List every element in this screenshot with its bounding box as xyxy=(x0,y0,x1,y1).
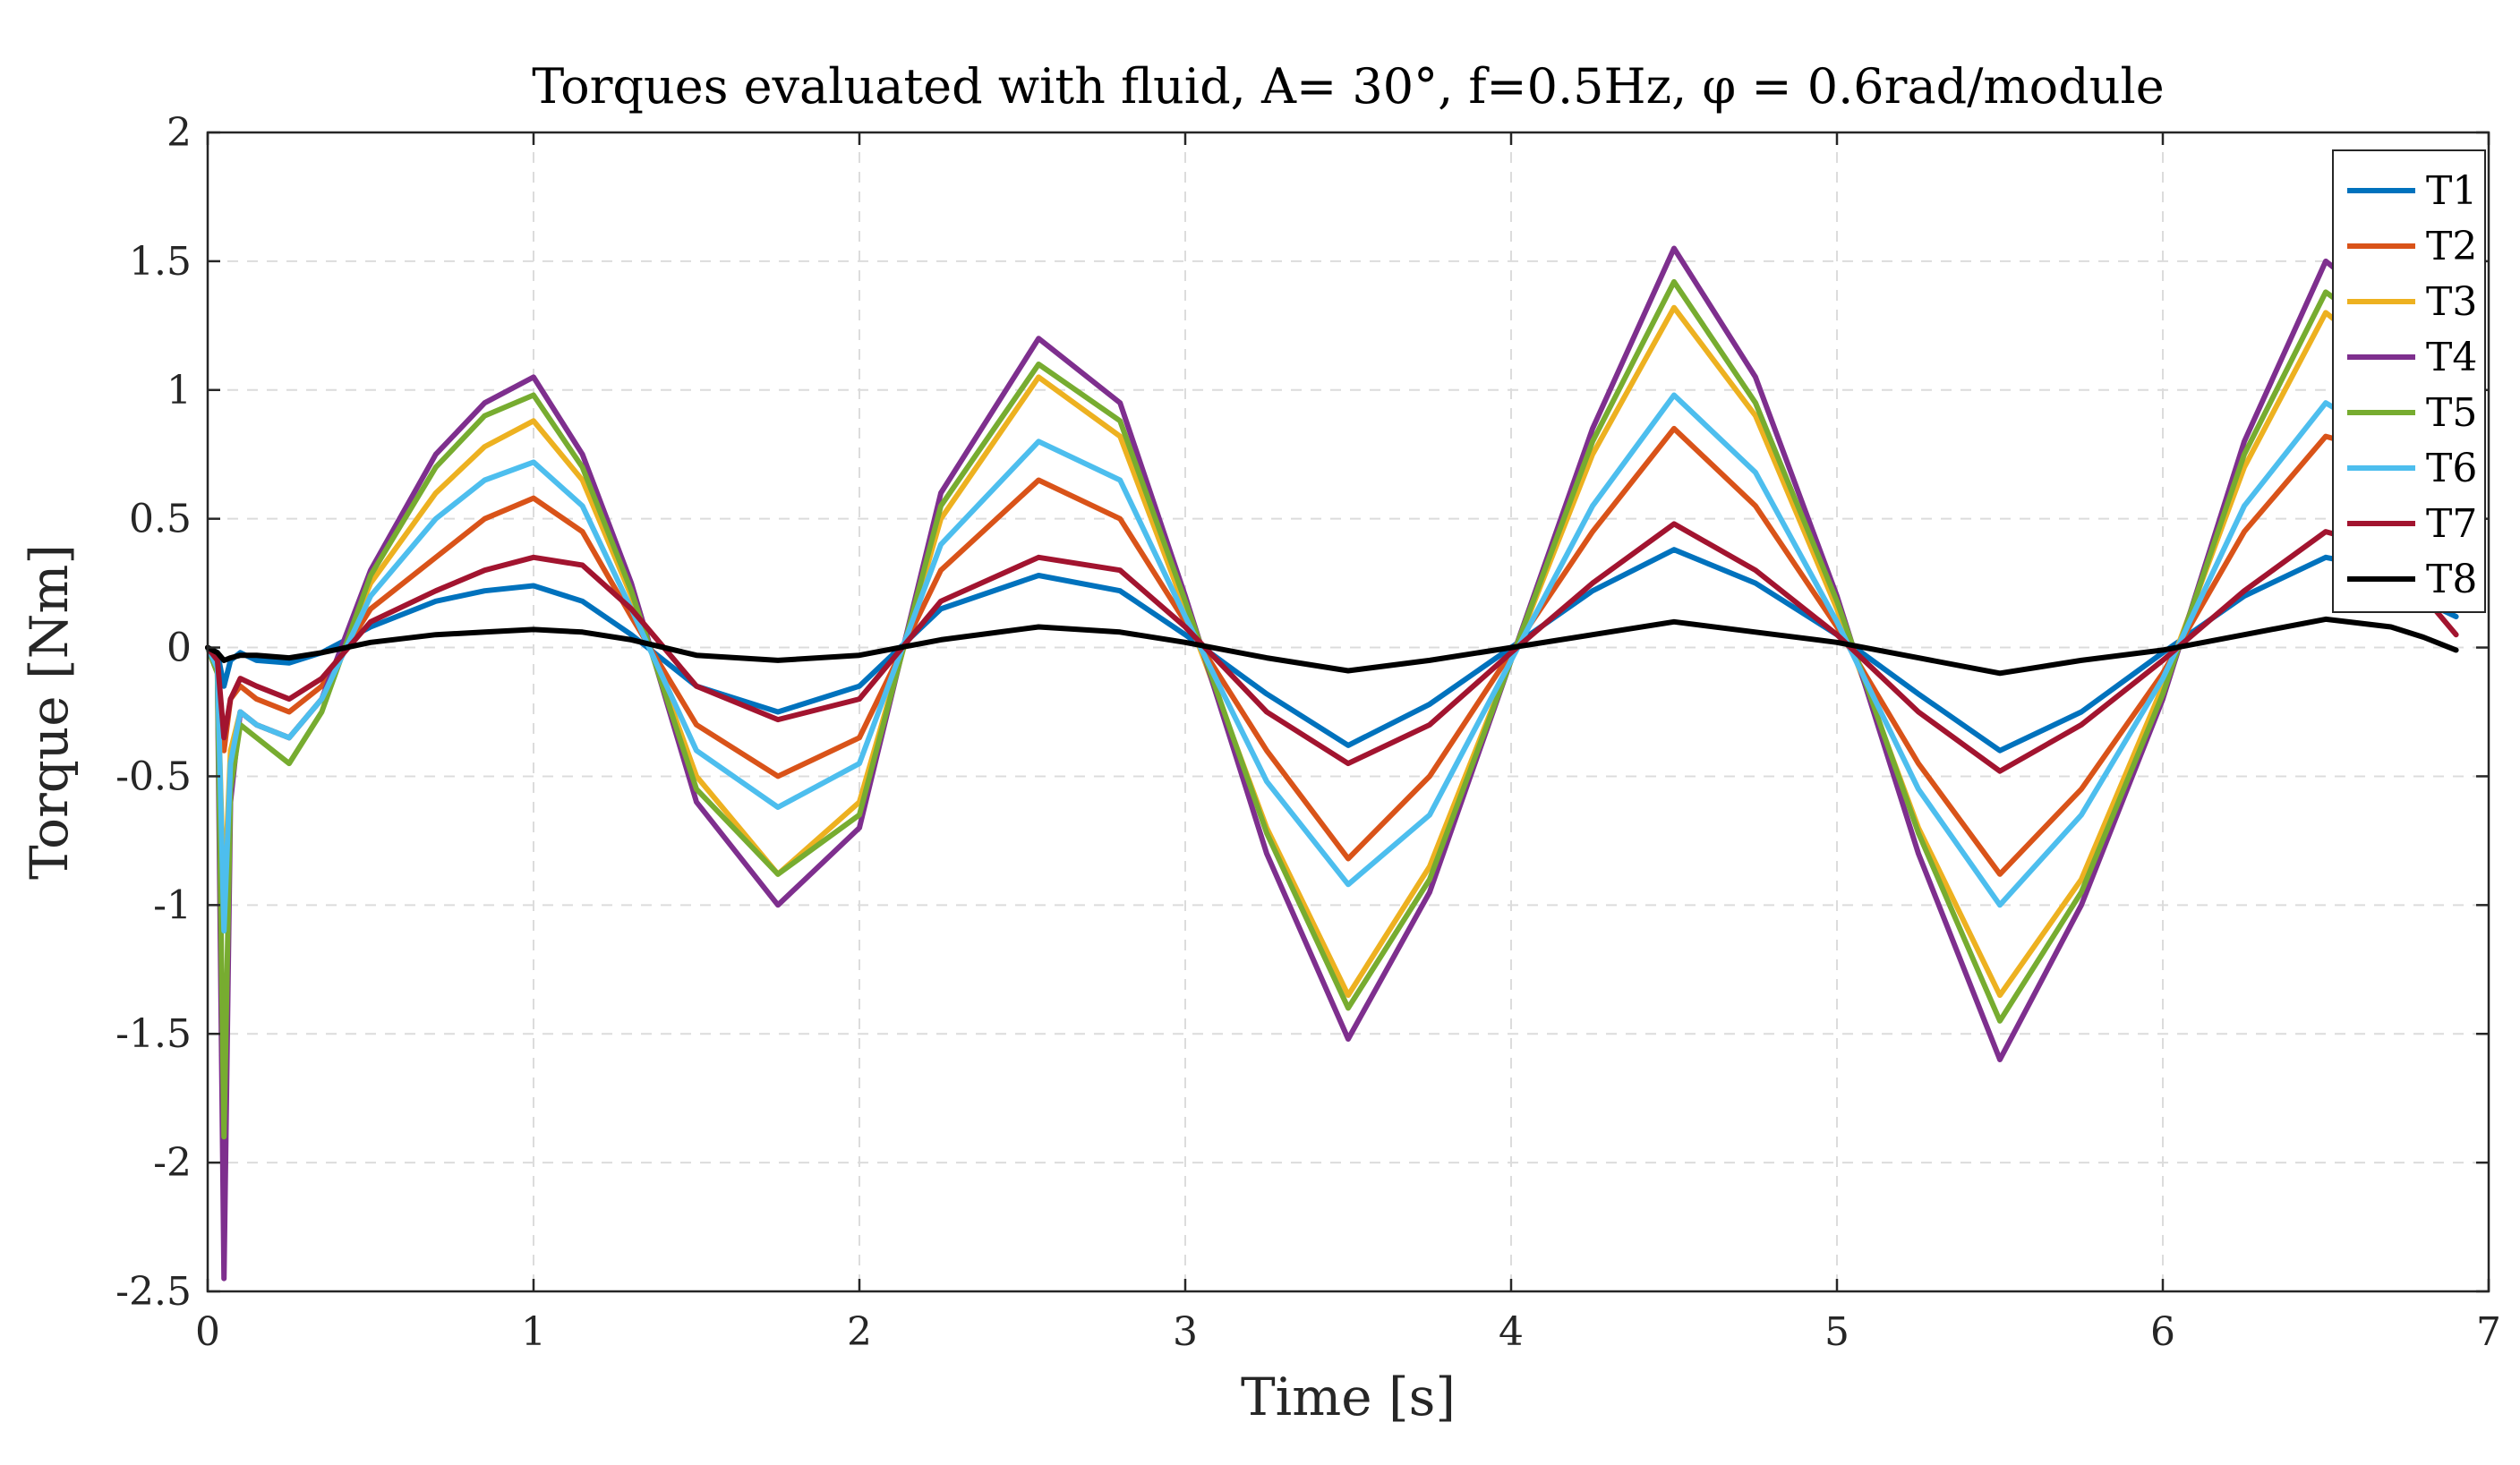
series-line-t8 xyxy=(205,616,2459,677)
legend: T1 T2 T3 T4 T5 T6 T7 T8 xyxy=(2332,149,2486,613)
legend-label-t7: T7 xyxy=(2426,501,2477,547)
y-tick-label: 1 xyxy=(167,368,192,413)
y-tick-label: -2.5 xyxy=(115,1269,192,1315)
legend-label-t4: T4 xyxy=(2426,335,2477,380)
legend-label-t8: T8 xyxy=(2426,557,2477,602)
y-tick-label: 0 xyxy=(167,626,192,671)
series-line-t6 xyxy=(205,392,2459,934)
x-tick-label: 7 xyxy=(2476,1309,2501,1355)
series-line-t5 xyxy=(205,278,2459,1140)
x-tick-label: 2 xyxy=(847,1309,872,1355)
chart-title: Torques evaluated with fluid, A= 30°, f=… xyxy=(532,58,2164,115)
y-tick-label: -1 xyxy=(153,882,192,928)
series-line-t1 xyxy=(205,547,2459,754)
x-tick-label: 0 xyxy=(195,1309,220,1355)
ticks: 0 1 2 3 4 5 6 7 2 1.5 1 0.5 0 -0.5 -1 -1.5 -2 -2.5 xyxy=(115,110,2501,1355)
legend-label-t1: T1 xyxy=(2426,168,2477,214)
series-line-t7 xyxy=(205,521,2459,774)
x-tick-label: 6 xyxy=(2150,1309,2175,1355)
legend-box xyxy=(2332,149,2486,613)
legend-label-t5: T5 xyxy=(2426,390,2477,436)
x-tick-label: 4 xyxy=(1499,1309,1524,1355)
axes-box xyxy=(206,131,2490,1293)
y-tick-label: -1.5 xyxy=(115,1011,192,1057)
y-tick-label: 2 xyxy=(167,110,192,156)
y-axis-title: Torque [Nm] xyxy=(19,544,80,880)
x-tick-label: 5 xyxy=(1824,1309,1849,1355)
y-tick-label: -2 xyxy=(153,1140,192,1186)
series-line-t2 xyxy=(205,425,2459,877)
series-group xyxy=(205,245,2459,1282)
legend-label-t3: T3 xyxy=(2426,279,2477,325)
legend-label-t2: T2 xyxy=(2426,224,2477,269)
y-tick-label: 1.5 xyxy=(129,239,192,285)
x-tick-label: 3 xyxy=(1173,1309,1198,1355)
x-axis-title: Time [s] xyxy=(1241,1367,1456,1427)
legend-label-t6: T6 xyxy=(2426,446,2477,491)
y-tick-label: -0.5 xyxy=(115,754,192,799)
y-tick-label: 0.5 xyxy=(129,497,192,542)
x-tick-label: 1 xyxy=(521,1309,546,1355)
